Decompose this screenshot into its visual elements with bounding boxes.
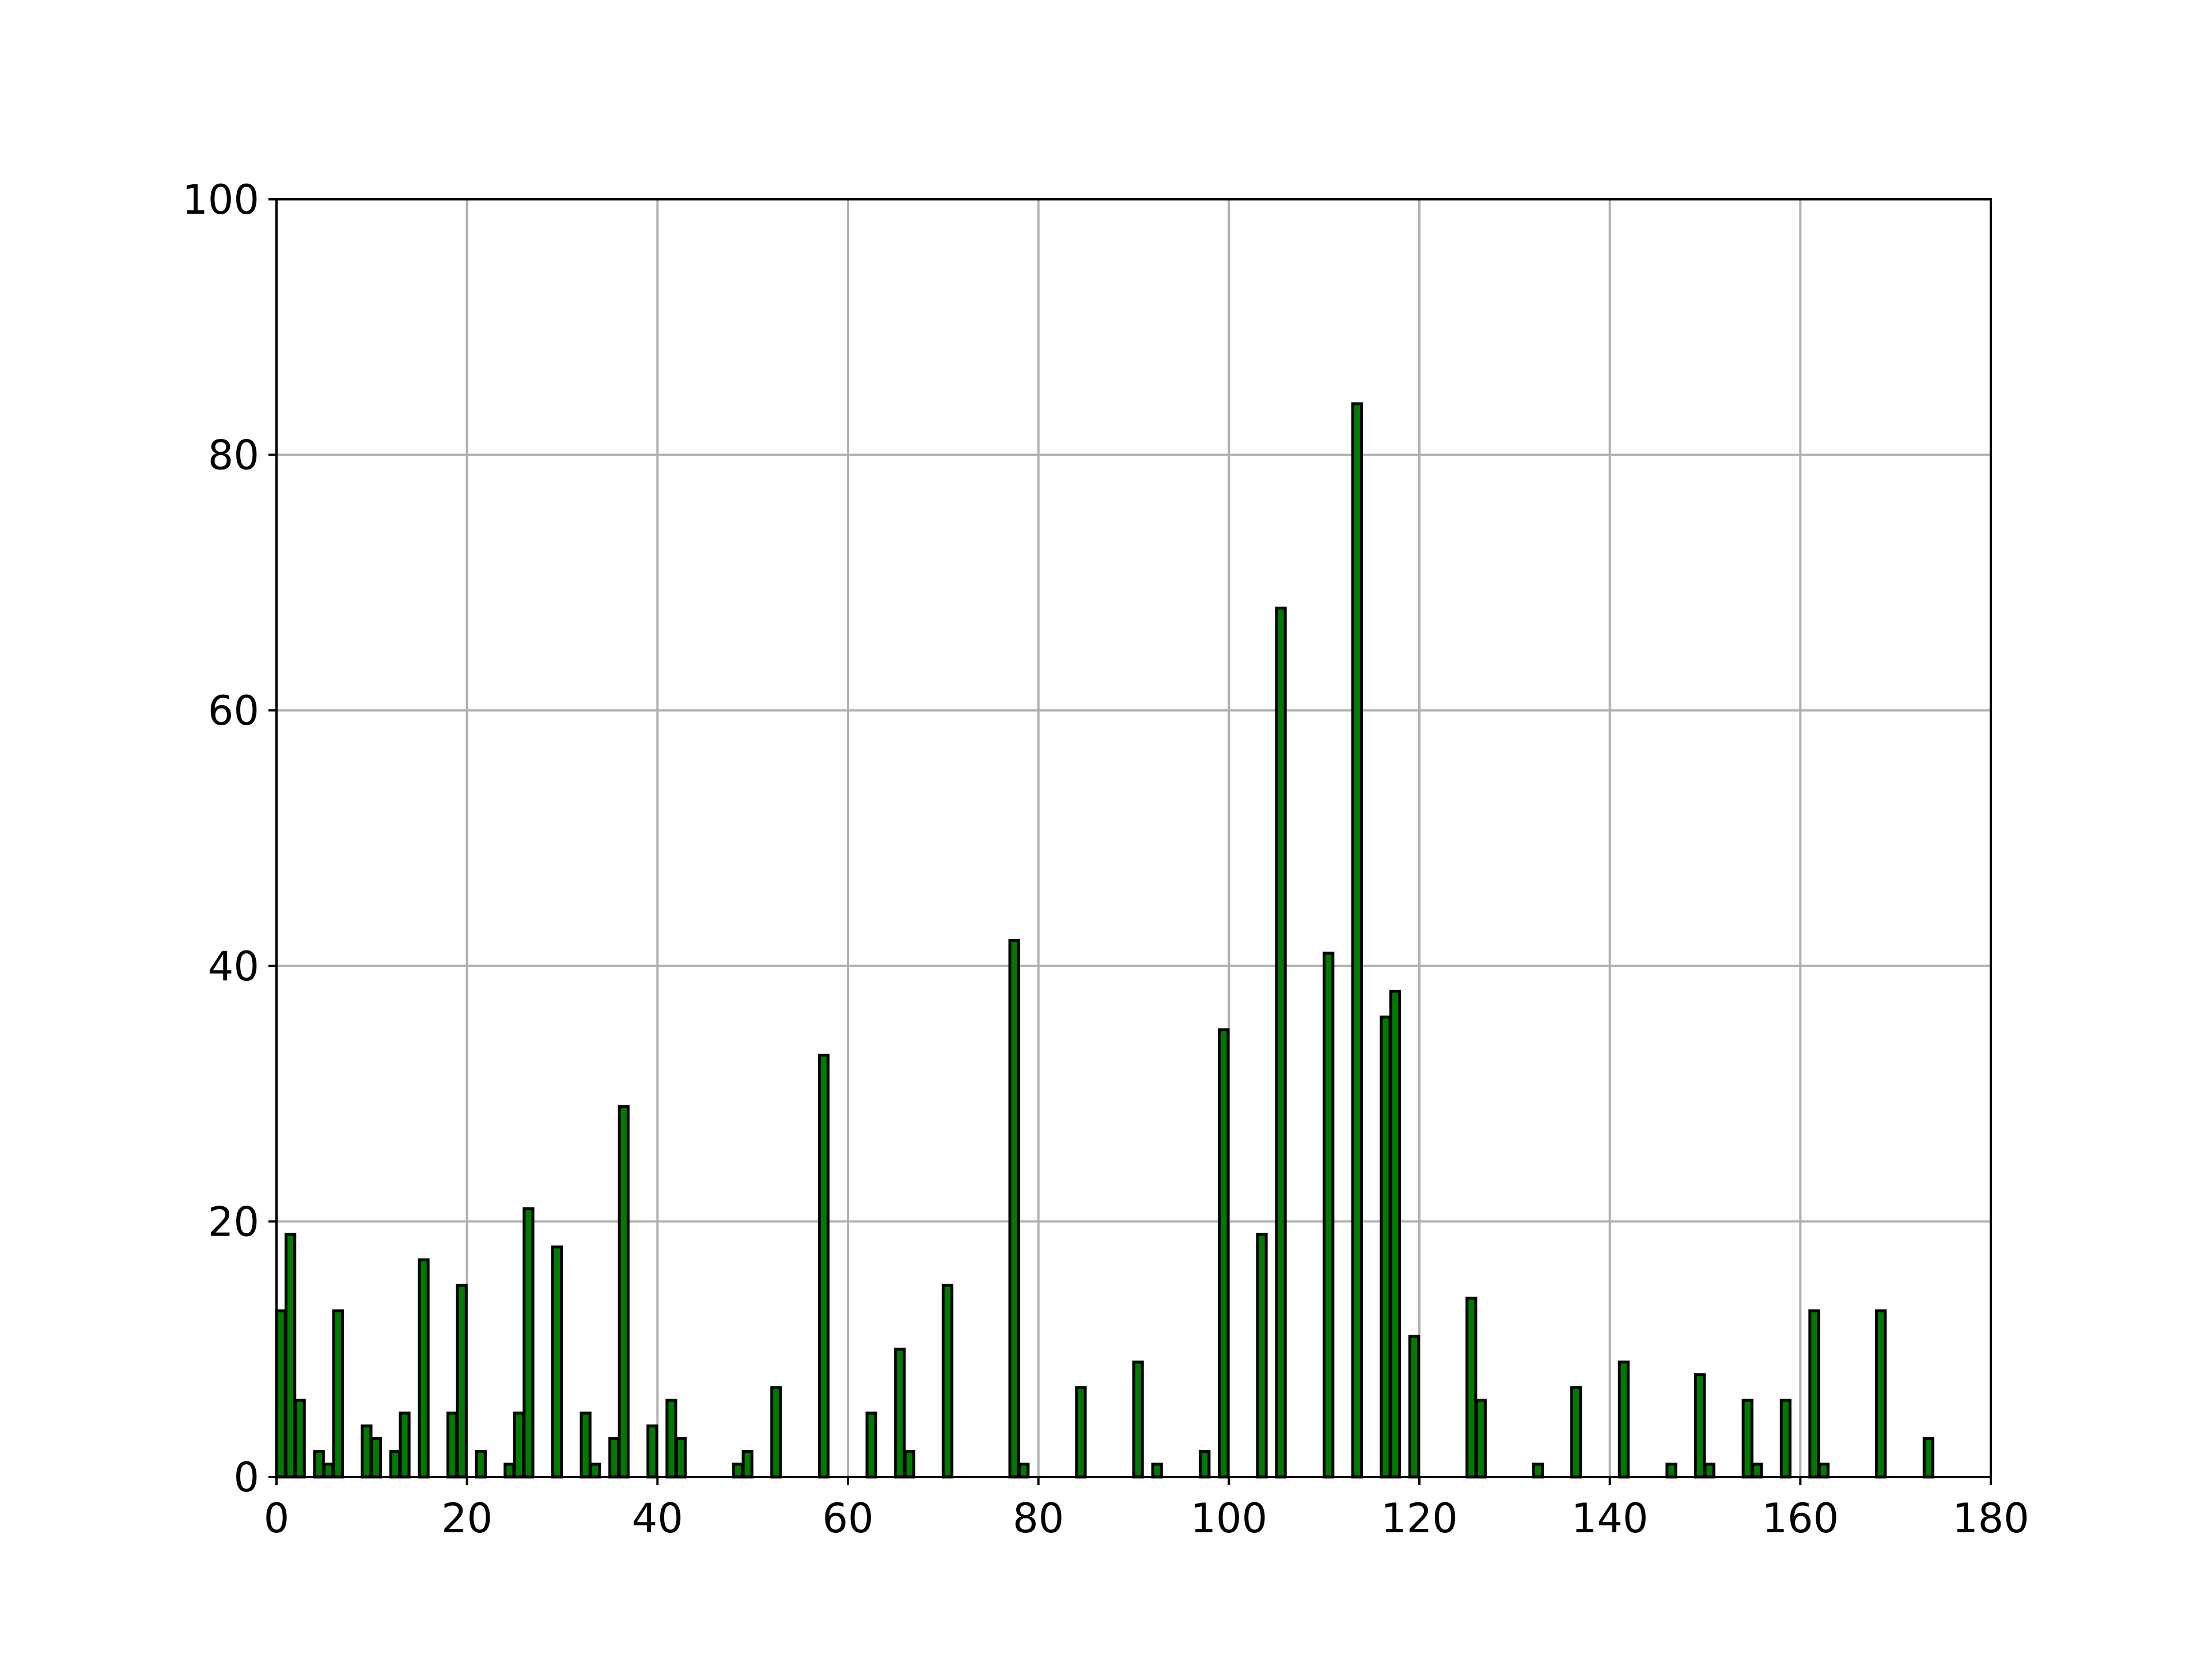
x-tick-label: 20	[441, 1495, 493, 1542]
bar	[1075, 1386, 1087, 1479]
bar	[1875, 1309, 1887, 1479]
bar	[1465, 1296, 1478, 1479]
bar	[475, 1450, 487, 1479]
bar	[1618, 1360, 1630, 1479]
bar	[894, 1347, 906, 1479]
bar	[313, 1450, 325, 1479]
y-tick-label: 100	[182, 176, 259, 224]
bar	[285, 1233, 297, 1479]
bar	[1256, 1233, 1268, 1479]
bar	[732, 1463, 744, 1479]
bar	[1323, 952, 1335, 1479]
bar	[1475, 1399, 1487, 1479]
bar	[589, 1463, 601, 1479]
bars-group	[275, 402, 1934, 1479]
bar	[1351, 402, 1363, 1479]
bar	[1741, 1399, 1753, 1479]
y-tick-label: 0	[233, 1454, 259, 1501]
bar	[1151, 1463, 1163, 1479]
bar	[675, 1437, 687, 1479]
bar	[1779, 1399, 1791, 1479]
x-tick-label: 120	[1381, 1495, 1458, 1542]
bar	[294, 1399, 306, 1479]
bar	[741, 1450, 753, 1479]
bar	[456, 1283, 468, 1479]
x-tick-label: 80	[1013, 1495, 1064, 1542]
bar	[1389, 990, 1402, 1479]
bar	[646, 1424, 658, 1479]
bar	[370, 1437, 382, 1479]
bar	[770, 1386, 782, 1479]
bar	[1132, 1360, 1144, 1479]
bar	[503, 1463, 516, 1479]
bar	[1703, 1463, 1715, 1479]
y-tick-label: 20	[208, 1198, 259, 1245]
bar	[1380, 1016, 1392, 1479]
bar	[1570, 1386, 1582, 1479]
bar	[903, 1450, 915, 1479]
x-tick-label: 100	[1191, 1495, 1268, 1542]
plot-frame	[275, 198, 1992, 1478]
bar	[618, 1105, 630, 1479]
x-tick-label: 60	[822, 1495, 873, 1542]
bar	[1018, 1463, 1030, 1479]
bar	[665, 1399, 677, 1479]
x-tick-label: 40	[632, 1495, 683, 1542]
bar	[865, 1411, 877, 1479]
y-tick-label: 40	[208, 943, 259, 990]
bar	[513, 1411, 525, 1479]
x-tick-label: 180	[1952, 1495, 2029, 1542]
bar	[522, 1207, 535, 1479]
bar	[323, 1463, 335, 1479]
y-tick-label: 60	[208, 687, 259, 734]
x-tick-label: 160	[1762, 1495, 1839, 1542]
bar	[1922, 1437, 1934, 1479]
bar	[361, 1424, 373, 1479]
bar	[1218, 1028, 1230, 1479]
bar	[551, 1245, 563, 1479]
x-axis: 0 20 40 60 80 100 120 140 160 180	[264, 1477, 2029, 1542]
bar	[275, 1309, 287, 1479]
bar	[1532, 1463, 1544, 1479]
bar	[1199, 1450, 1211, 1479]
y-axis: 0 20 40 60 80 100	[182, 176, 276, 1501]
bar	[1408, 1335, 1421, 1479]
bar	[579, 1411, 592, 1479]
bar	[1008, 938, 1020, 1479]
bar	[608, 1437, 620, 1479]
bar	[399, 1411, 411, 1479]
bar	[1751, 1463, 1763, 1479]
bar	[332, 1309, 344, 1479]
x-tick-label: 0	[264, 1495, 290, 1542]
bar	[941, 1283, 954, 1479]
bar	[1665, 1463, 1677, 1479]
bar	[446, 1411, 459, 1479]
y-tick-label: 80	[208, 432, 259, 479]
bar	[1275, 607, 1287, 1479]
bar	[817, 1054, 830, 1479]
bar	[418, 1258, 430, 1479]
bar	[1817, 1463, 1830, 1479]
bar	[389, 1450, 402, 1479]
x-tick-label: 140	[1571, 1495, 1649, 1542]
bar	[1694, 1373, 1706, 1479]
bar	[1808, 1309, 1820, 1479]
